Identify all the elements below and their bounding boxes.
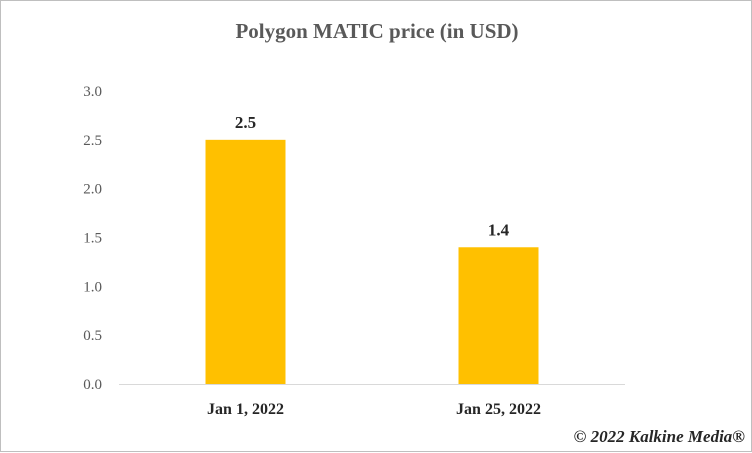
y-tick-label: 1.5	[83, 231, 102, 247]
chart-title: Polygon MATIC price (in USD)	[235, 19, 518, 43]
y-axis: 0.0 0.5 1.0 1.5 2.0 2.5 3.0	[83, 84, 102, 393]
data-label: 1.4	[488, 220, 510, 239]
y-tick-label: 0.5	[83, 328, 102, 344]
bars: 2.5 1.4	[205, 113, 539, 384]
bar	[458, 247, 539, 384]
copyright-notice: © 2022 Kalkine Media®	[573, 427, 745, 446]
y-tick-label: 2.5	[83, 133, 102, 149]
x-tick-label: Jan 25, 2022	[456, 401, 541, 418]
x-tick-label: Jan 1, 2022	[207, 401, 284, 418]
y-tick-label: 0.0	[83, 377, 102, 393]
bar	[205, 139, 286, 384]
y-tick-label: 2.0	[83, 182, 102, 198]
x-axis: Jan 1, 2022 Jan 25, 2022	[207, 401, 541, 418]
data-label: 2.5	[235, 113, 256, 132]
y-tick-label: 3.0	[83, 84, 102, 100]
y-tick-label: 1.0	[83, 279, 102, 295]
